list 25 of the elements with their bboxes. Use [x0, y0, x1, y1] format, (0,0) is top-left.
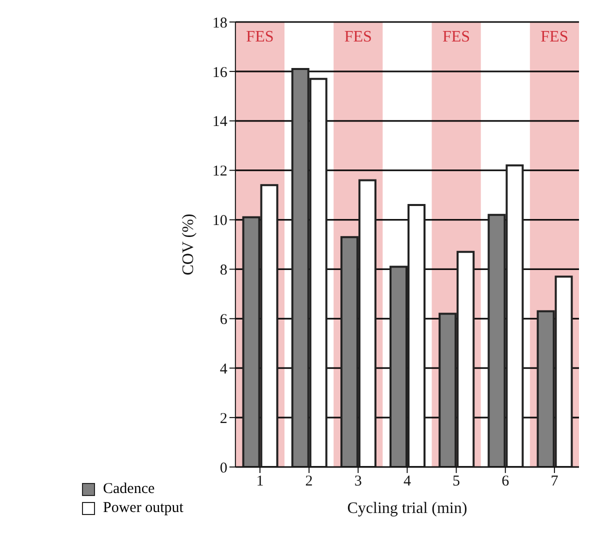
y-tick-label: 10: [212, 213, 228, 230]
x-tick-label: 2: [305, 474, 313, 490]
x-tick-label: 3: [354, 474, 362, 490]
legend-label: Power output: [103, 500, 184, 517]
band-label: FES: [540, 28, 568, 46]
y-tick-label: 14: [212, 114, 228, 130]
y-axis-title: COV (%): [180, 214, 198, 276]
y-tick-label: 16: [212, 64, 228, 81]
y-tick-label: 8: [220, 262, 228, 279]
band-label: FES: [246, 28, 274, 46]
x-axis-title: Cycling trial (min): [347, 500, 468, 517]
band-label: FES: [344, 28, 372, 46]
y-tick-label: 18: [212, 15, 228, 32]
legend-label: Cadence: [103, 481, 155, 498]
band-label: FES: [442, 28, 470, 46]
x-tick-label: 5: [452, 474, 460, 490]
x-tick-label: 1: [256, 474, 264, 490]
y-tick-label: 4: [220, 361, 228, 378]
y-tick-label: 0: [220, 460, 228, 476]
x-tick-label: 6: [502, 474, 510, 490]
y-tick-label: 2: [220, 410, 228, 427]
y-tick-label: 6: [220, 312, 228, 328]
y-tick-label: 12: [212, 164, 228, 180]
x-tick-label: 7: [550, 474, 559, 490]
x-tick-label: 4: [403, 474, 412, 490]
